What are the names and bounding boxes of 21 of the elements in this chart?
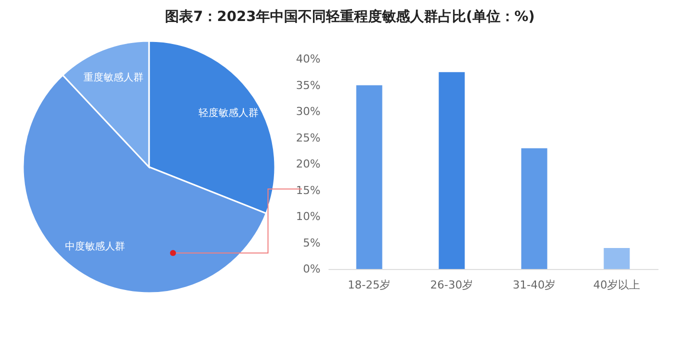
text: 图表7：2023年中国不同轻重程度敏感人群占比(单位：%) [164,8,536,26]
bar [356,85,382,269]
bar [521,148,548,269]
x-tick-label: 26-30岁 [430,278,474,292]
y-tick-label: 40% [296,52,320,66]
y-tick-label: 20% [296,158,320,170]
x-tick-label: 31-40岁 [512,278,556,292]
y-tick-label: 25% [296,131,320,144]
y-tick-label: 0% [303,262,320,276]
bar [604,248,630,269]
x-tick-label: 40岁以上 [593,278,640,292]
slice-label: 轻度敏感人群 [198,107,258,120]
y-tick-label: 5% [303,236,320,250]
slice-label: 中度敏感人群 [65,240,126,252]
x-tick-label: 18-25岁 [348,278,391,292]
y-tick-label: 30% [296,105,320,118]
y-tick-label: 35% [296,78,320,92]
bar [438,72,465,269]
slice-label: 重度敏感人群 [84,72,144,84]
y-tick-label: 10% [296,210,320,223]
y-tick-label: 15% [296,184,320,197]
